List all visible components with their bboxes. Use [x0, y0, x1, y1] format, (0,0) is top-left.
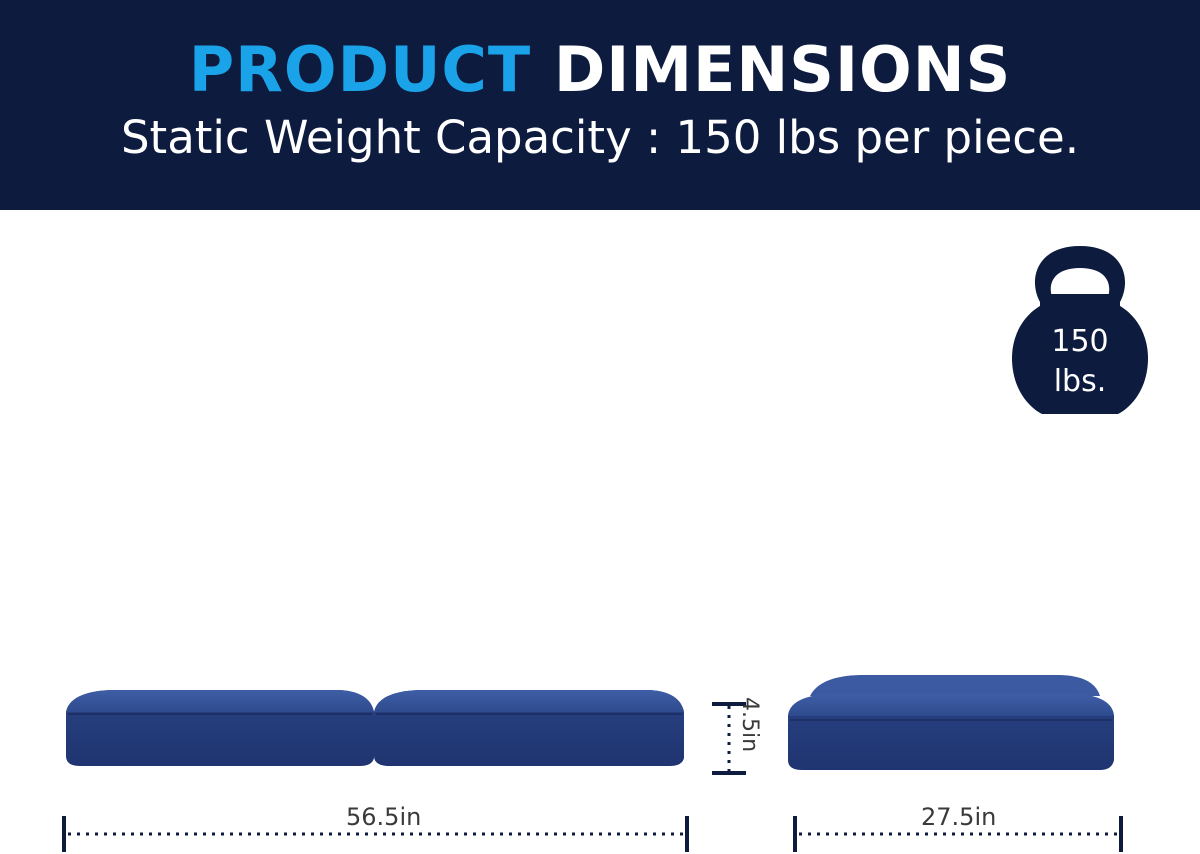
length-label: 56.5in	[346, 803, 422, 831]
kettlebell-icon	[1012, 246, 1148, 414]
depth-dimension-line	[793, 816, 1123, 852]
kettlebell-weight-value: 150	[1051, 324, 1109, 359]
page-title: PRODUCT DIMENSIONS	[0, 30, 1200, 110]
cushion-folded	[788, 675, 1114, 770]
cushion-left-piece-1	[66, 690, 374, 766]
length-dimension-line	[62, 816, 689, 852]
depth-label: 27.5in	[921, 803, 997, 831]
cushion-left-piece-2	[374, 690, 684, 766]
title-accent: PRODUCT	[188, 33, 532, 106]
weight-capacity-text: Static Weight Capacity : 150 lbs per pie…	[120, 111, 1080, 164]
title-main: DIMENSIONS	[553, 33, 1012, 106]
header-banner	[0, 0, 1200, 210]
height-dimension-line	[712, 702, 746, 775]
cushion-illustration	[62, 675, 1123, 852]
height-label: 4.5in	[737, 697, 762, 753]
kettlebell-weight-unit: lbs.	[1053, 364, 1107, 399]
